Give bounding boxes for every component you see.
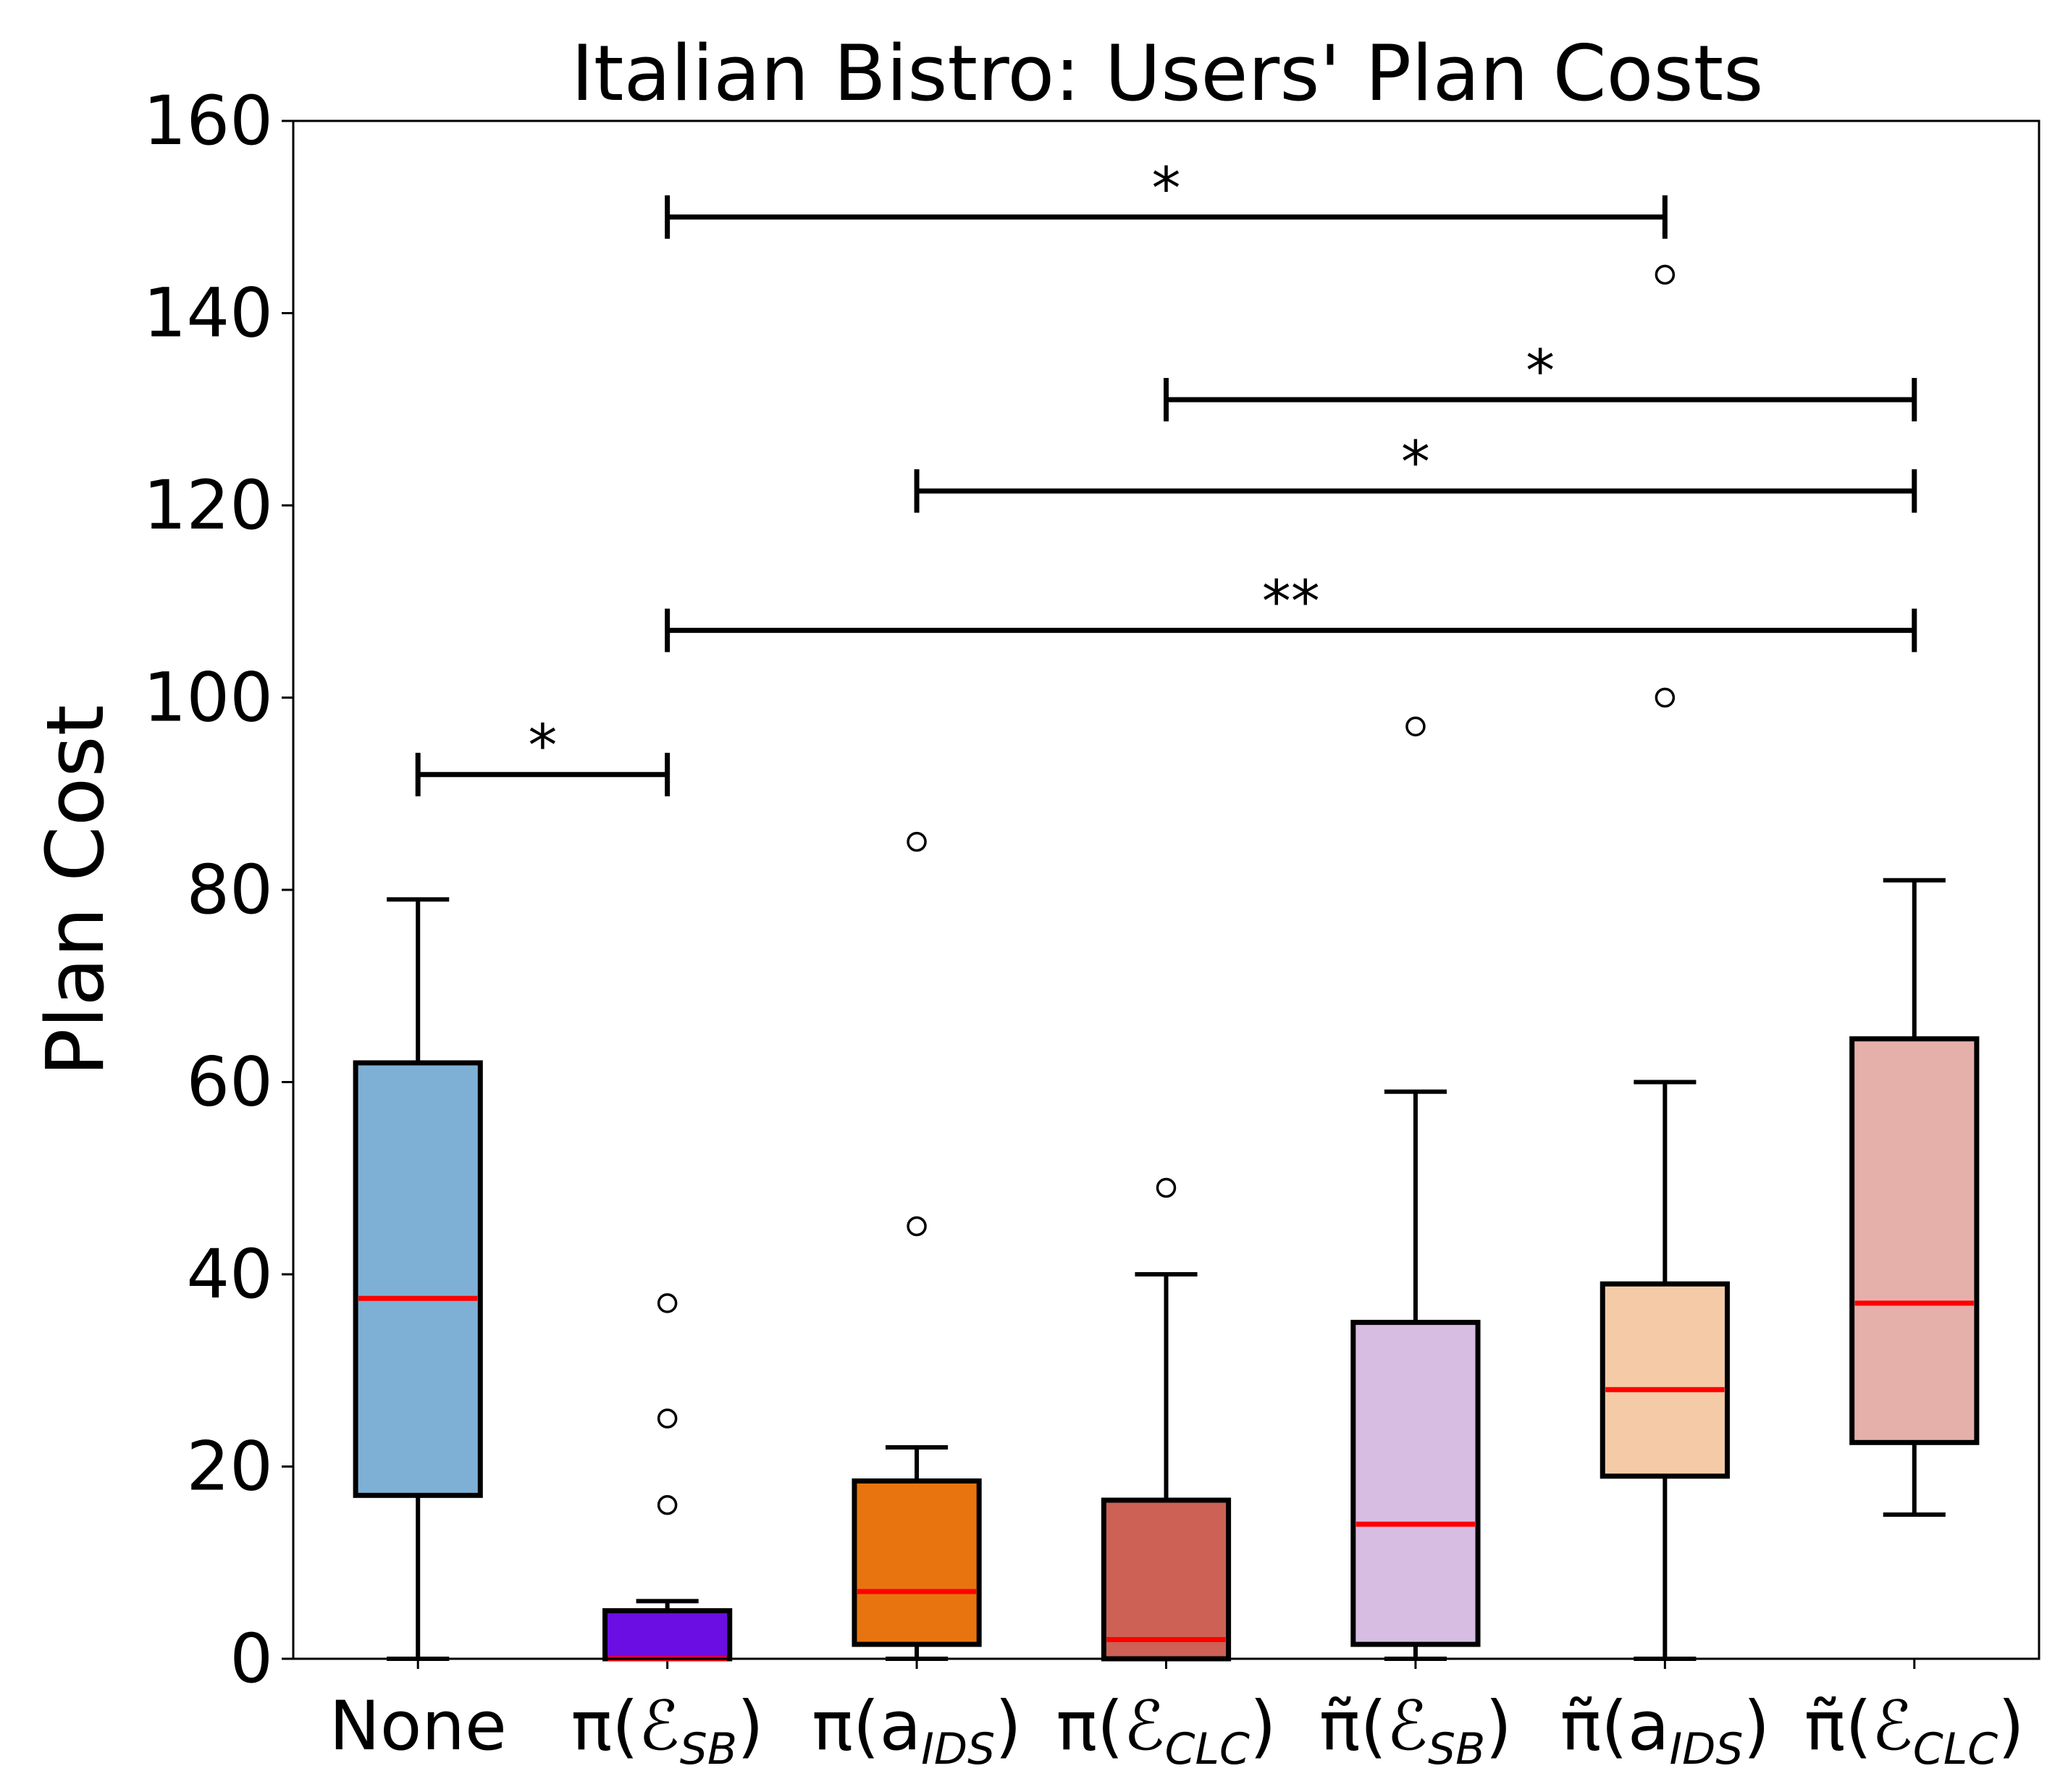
x-tick-label-close: ) <box>1485 1687 1512 1766</box>
x-tick-label-main: π̃(ℰ <box>1804 1687 1913 1766</box>
outlier-point <box>1655 264 1676 285</box>
x-tick-label-subscript: CLC <box>1165 1724 1250 1775</box>
y-tick-label: 80 <box>186 851 273 930</box>
y-tick-label: 60 <box>186 1043 273 1122</box>
outlier-point <box>907 831 927 852</box>
outlier-point <box>907 1216 927 1237</box>
y-tick-label: 100 <box>143 659 273 738</box>
x-tick-label-subscript: CLC <box>1913 1724 1998 1775</box>
box <box>353 1060 483 1498</box>
significance-label: * <box>528 712 557 780</box>
outlier-point <box>1655 687 1676 708</box>
x-tick-label: π(ℰSB) <box>571 1687 764 1775</box>
x-tick-label: π̃(ℰSB) <box>1319 1687 1512 1775</box>
x-tick-label-main: π̃(a <box>1560 1687 1670 1766</box>
x-tick-label-close: ) <box>737 1687 764 1766</box>
x-tick-label-main: π(a <box>812 1687 921 1766</box>
x-tick-label-subscript: IDS <box>921 1724 995 1775</box>
y-tick-label: 120 <box>143 466 273 545</box>
outlier-point <box>657 1408 678 1429</box>
x-tick-label-main: π̃(ℰ <box>1319 1687 1428 1766</box>
x-tick-label-subscript: SB <box>1428 1724 1485 1775</box>
x-tick-label-main: π(ℰ <box>571 1687 680 1766</box>
box <box>1600 1281 1730 1479</box>
significance-label: ** <box>1262 568 1320 636</box>
x-tick-label: None <box>329 1687 507 1766</box>
x-tick-label-main: π(ℰ <box>1056 1687 1164 1766</box>
box <box>602 1608 733 1662</box>
x-tick-label-subscript: SB <box>680 1724 737 1775</box>
x-tick-label: π̃(aIDS) <box>1560 1687 1770 1775</box>
x-tick-label-main: None <box>329 1687 507 1766</box>
outlier-point <box>657 1494 678 1515</box>
x-tick-label-close: ) <box>1250 1687 1277 1766</box>
y-axis-label: Plan Cost <box>29 704 122 1077</box>
x-tick-label-close: ) <box>1743 1687 1770 1766</box>
box <box>1350 1319 1481 1647</box>
x-tick-label: π(aIDS) <box>812 1687 1022 1775</box>
box <box>1849 1036 1980 1445</box>
x-tick-label-close: ) <box>995 1687 1022 1766</box>
significance-label: * <box>1526 337 1555 405</box>
outlier-point <box>657 1293 678 1313</box>
y-tick-label: 160 <box>143 82 273 161</box>
outlier-point <box>1405 716 1426 737</box>
plot-frame <box>292 119 2040 1660</box>
x-tick-label-subscript: IDS <box>1669 1724 1743 1775</box>
outlier-point <box>1156 1177 1177 1198</box>
box <box>852 1478 982 1647</box>
y-tick-label: 0 <box>230 1620 273 1699</box>
x-tick-label: π̃(ℰCLC) <box>1804 1687 2025 1775</box>
x-tick-label: π(ℰCLC) <box>1056 1687 1276 1775</box>
box <box>1101 1497 1232 1662</box>
y-tick-label: 20 <box>186 1428 273 1507</box>
x-tick-label-close: ) <box>1998 1687 2025 1766</box>
significance-label: * <box>1401 429 1430 496</box>
y-tick-label: 40 <box>186 1235 273 1314</box>
significance-label: * <box>1152 155 1181 222</box>
y-tick-label: 140 <box>143 274 273 353</box>
chart-title: Italian Bistro: Users' Plan Costs <box>571 29 1764 118</box>
